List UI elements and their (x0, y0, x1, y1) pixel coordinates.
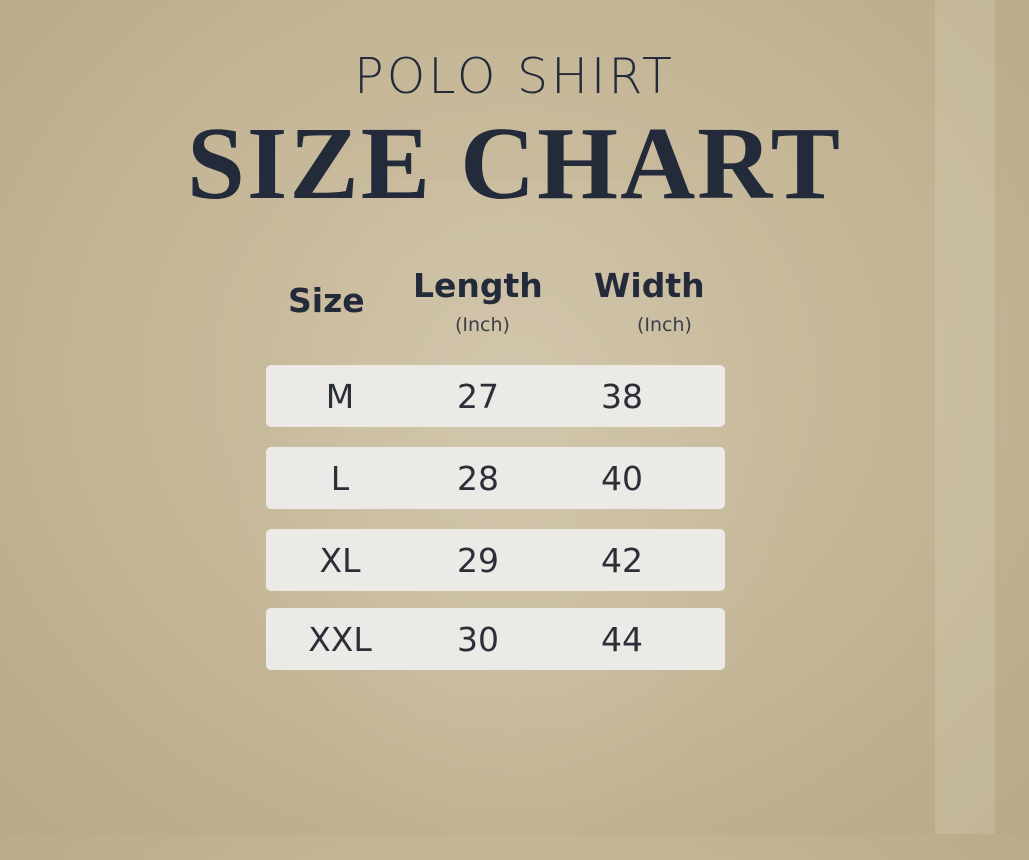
column-header-length: Length (413, 266, 543, 305)
page-title: SIZE CHART (187, 106, 842, 221)
table-row: XL 29 42 (266, 529, 725, 591)
product-subtitle: POLO SHIRT (354, 48, 675, 105)
length-cell: 29 (457, 541, 499, 580)
background-photo-post (935, 0, 995, 834)
column-header-width: Width (594, 266, 705, 305)
length-cell: 30 (457, 620, 499, 659)
size-cell: XXL (308, 620, 372, 659)
length-cell: 27 (457, 377, 499, 416)
length-cell: 28 (457, 459, 499, 498)
table-row: M 27 38 (266, 365, 725, 427)
width-cell: 44 (601, 620, 643, 659)
width-cell: 38 (601, 377, 643, 416)
width-cell: 40 (601, 459, 643, 498)
size-cell: M (325, 377, 355, 416)
size-cell: L (330, 459, 350, 498)
width-cell: 42 (601, 541, 643, 580)
column-header-size: Size (288, 281, 365, 320)
background-photo-figure (230, 180, 790, 860)
column-unit-width: (Inch) (637, 314, 692, 336)
table-row: XXL 30 44 (266, 608, 725, 670)
size-cell: XL (319, 541, 361, 580)
column-unit-length: (Inch) (455, 314, 510, 336)
table-row: L 28 40 (266, 447, 725, 509)
